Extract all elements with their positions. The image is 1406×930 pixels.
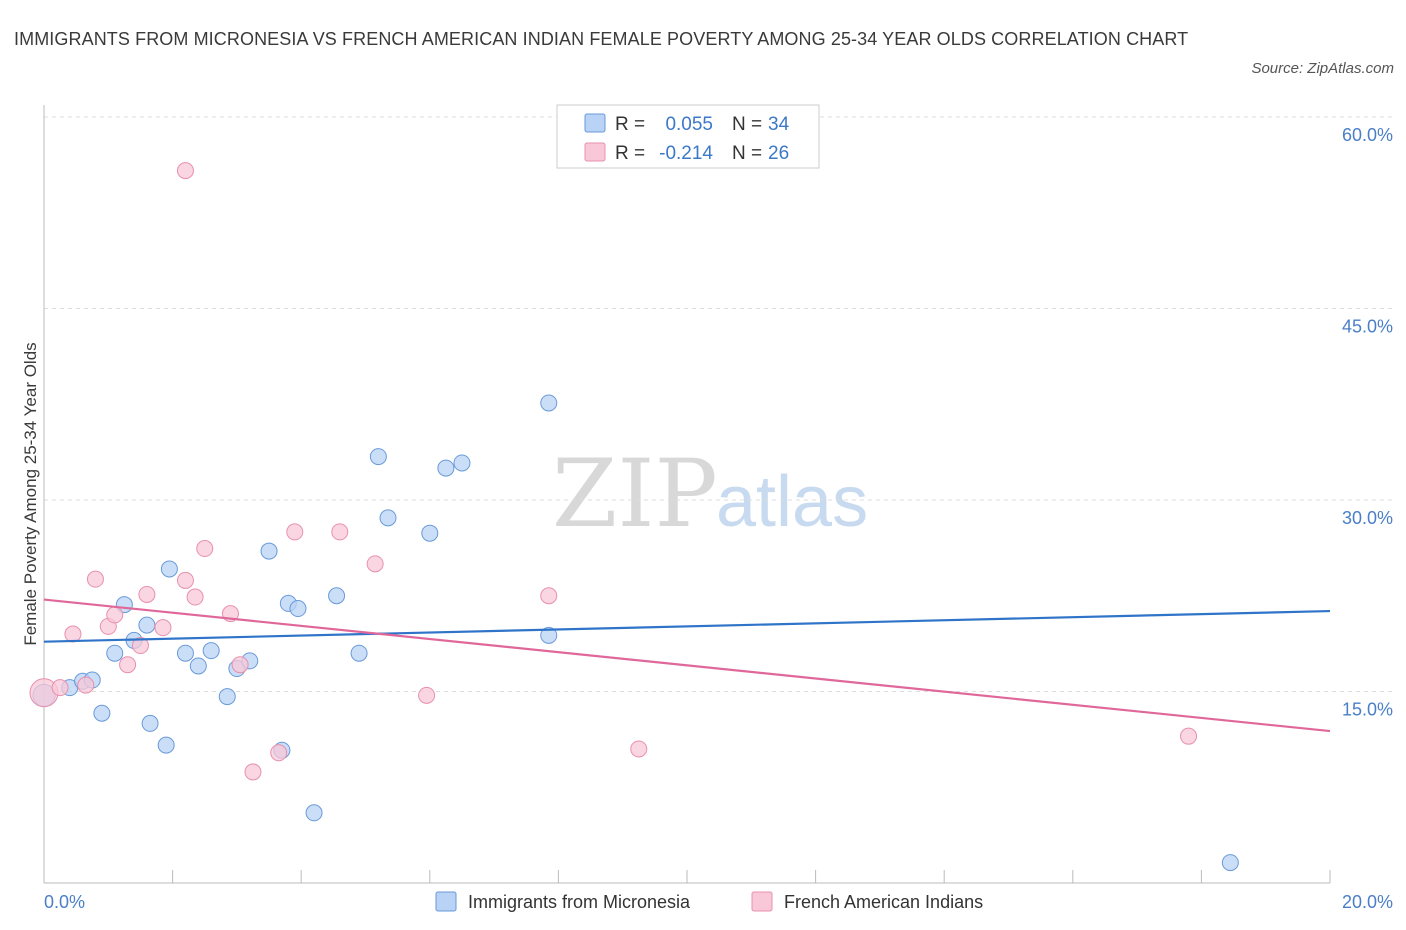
micronesia-point-27 bbox=[421, 524, 439, 542]
french-american-indian-point-18 bbox=[270, 744, 288, 762]
french-american-indian-point-13 bbox=[186, 588, 204, 606]
micronesia-point-12 bbox=[176, 644, 194, 662]
y-tick-label-15: 15.0% bbox=[1342, 700, 1393, 720]
y-tick-label-45: 45.0% bbox=[1342, 317, 1393, 337]
french-american-indian-point-2 bbox=[64, 625, 82, 643]
legend-r-label-blue: R = bbox=[615, 114, 645, 135]
series-legend-label-pink: French American Indians bbox=[784, 892, 983, 912]
french-american-indian-point-16 bbox=[231, 656, 249, 674]
french-american-indian-point-7 bbox=[119, 656, 137, 674]
french-american-indian-point-8 bbox=[131, 637, 149, 655]
micronesia-point-25 bbox=[369, 448, 387, 466]
french-american-indian-point-20 bbox=[331, 523, 349, 541]
legend-n-label-pink: N = bbox=[732, 143, 762, 164]
micronesia-point-29 bbox=[453, 454, 471, 472]
legend-n-value-blue: 34 bbox=[768, 114, 790, 135]
x-tick-label-min: 0.0% bbox=[44, 892, 85, 912]
micronesia-trend-line bbox=[43, 609, 1331, 643]
micronesia-point-8 bbox=[138, 616, 156, 634]
micronesia-point-26 bbox=[379, 509, 397, 527]
micronesia-point-31 bbox=[540, 626, 558, 644]
micronesia-point-32 bbox=[1221, 854, 1239, 872]
micronesia-point-5 bbox=[106, 644, 124, 662]
legend-r-label-pink: R = bbox=[615, 143, 645, 164]
french-american-indian-point-4 bbox=[86, 570, 104, 588]
stats-legend: R = 0.055 N = 34 R = -0.214 N = 26 bbox=[556, 104, 820, 169]
french-american-indian-point-3 bbox=[77, 676, 95, 694]
series-legend-label-blue: Immigrants from Micronesia bbox=[468, 892, 691, 912]
french-american-indian-point-25 bbox=[1180, 727, 1198, 745]
french-american-indian-point-22 bbox=[418, 686, 436, 704]
french-american-indian-point-10 bbox=[154, 619, 172, 637]
micronesia-point-14 bbox=[202, 642, 220, 660]
legend-swatch-blue bbox=[584, 113, 606, 133]
french-american-indian-point-12 bbox=[176, 571, 194, 589]
micronesia-point-21 bbox=[289, 600, 307, 618]
micronesia-point-15 bbox=[218, 688, 236, 706]
french-american-indian-point-1 bbox=[51, 679, 69, 697]
micronesia-point-18 bbox=[260, 542, 278, 560]
x-axis-ticks bbox=[43, 870, 1331, 883]
french-american-indian-point-21 bbox=[366, 555, 384, 573]
micronesia-point-9 bbox=[141, 714, 159, 732]
micronesia-point-22 bbox=[305, 804, 323, 822]
series-legend: Immigrants from Micronesia French Americ… bbox=[435, 891, 983, 912]
grid-lines bbox=[44, 116, 1395, 692]
y-tick-label-30: 30.0% bbox=[1342, 508, 1393, 528]
french-american-indian-point-6 bbox=[106, 606, 124, 624]
french-american-indian-point-11 bbox=[176, 162, 194, 180]
micronesia-point-28 bbox=[437, 459, 455, 477]
legend-n-value-pink: 26 bbox=[768, 143, 789, 164]
french-american-indian-point-14 bbox=[196, 540, 214, 558]
french-american-indian-point-24 bbox=[630, 740, 648, 758]
french-american-indian-point-23 bbox=[540, 587, 558, 605]
series-legend-swatch-pink bbox=[751, 891, 773, 912]
micronesia-point-13 bbox=[189, 657, 207, 675]
legend-swatch-pink bbox=[584, 142, 606, 162]
legend-n-label-blue: N = bbox=[732, 114, 762, 135]
micronesia-point-24 bbox=[350, 644, 368, 662]
source-label: Source: ZipAtlas.com bbox=[1251, 60, 1394, 77]
micronesia-point-11 bbox=[160, 560, 178, 578]
legend-r-value-pink: -0.214 bbox=[659, 143, 713, 164]
french-american-indian-point-19 bbox=[286, 523, 304, 541]
x-tick-label-max: 20.0% bbox=[1342, 892, 1393, 912]
legend-r-value-blue: 0.055 bbox=[665, 114, 713, 135]
micronesia-point-10 bbox=[157, 736, 175, 754]
french-american-indian-point-17 bbox=[244, 763, 262, 781]
trend-lines bbox=[43, 598, 1331, 733]
y-axis-title: Female Poverty Among 25-34 Year Olds bbox=[21, 342, 40, 645]
y-tick-label-60: 60.0% bbox=[1342, 125, 1393, 145]
micronesia-point-23 bbox=[328, 587, 346, 605]
watermark-atlas: atlas bbox=[716, 462, 868, 542]
watermark-zip: ZIP bbox=[552, 440, 718, 549]
chart-title: IMMIGRANTS FROM MICRONESIA VS FRENCH AME… bbox=[14, 29, 1189, 49]
data-points bbox=[29, 162, 1239, 872]
french-american-indian-point-9 bbox=[138, 585, 156, 603]
micronesia-point-30 bbox=[540, 394, 558, 412]
micronesia-point-4 bbox=[93, 704, 111, 722]
french-american-indian-trend-line bbox=[43, 598, 1331, 733]
y-tick-labels: 15.0% 30.0% 45.0% 60.0% bbox=[1342, 125, 1393, 720]
series-legend-swatch-blue bbox=[435, 891, 457, 912]
